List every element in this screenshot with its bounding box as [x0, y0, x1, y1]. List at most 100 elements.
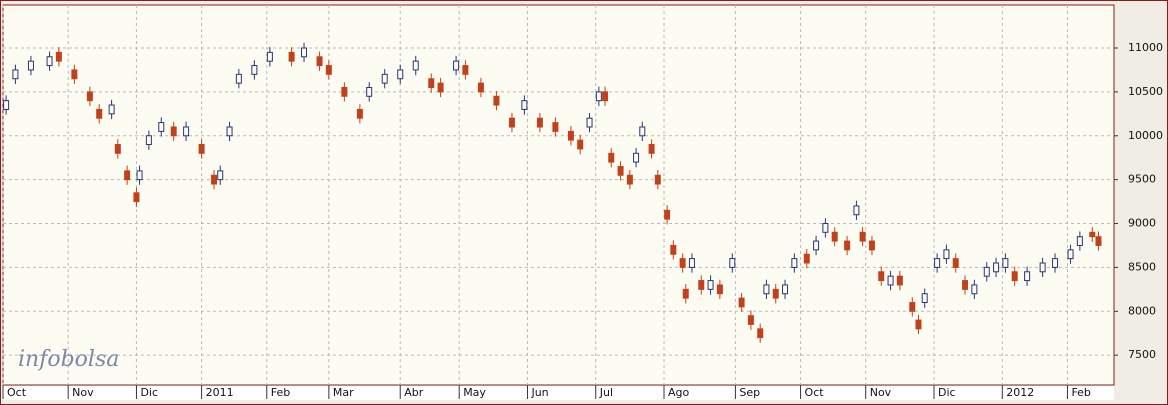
- candle-body: [183, 126, 190, 137]
- candle-body: [896, 275, 903, 286]
- candle-body: [567, 130, 574, 141]
- candle-body: [96, 108, 103, 119]
- candle-body: [325, 65, 332, 75]
- candle-body: [437, 82, 444, 93]
- candle-body: [536, 117, 543, 128]
- candle-body: [12, 69, 19, 80]
- x-axis-band: [0, 386, 1114, 400]
- candle-body: [716, 284, 723, 295]
- candle-body: [782, 284, 789, 295]
- candle-body: [844, 240, 851, 251]
- candle-body: [962, 280, 969, 290]
- x-tick-label: Oct: [805, 386, 825, 399]
- candle-body: [266, 51, 273, 62]
- candle-body: [366, 86, 373, 97]
- candle-body: [831, 231, 838, 242]
- candle-body: [921, 293, 928, 304]
- candle-body: [772, 288, 779, 299]
- candle-body: [915, 319, 922, 330]
- candle-body: [493, 95, 500, 106]
- candles: [3, 42, 1102, 343]
- y-tick-label: 7500: [1128, 348, 1156, 361]
- candle-body: [577, 139, 584, 150]
- x-tick-label: Oct: [7, 386, 27, 399]
- candle-body: [626, 174, 633, 185]
- candle-body: [1002, 258, 1009, 268]
- y-tick-label: 10500: [1128, 85, 1163, 98]
- candle-body: [198, 144, 205, 154]
- candle-body: [226, 126, 233, 137]
- candle-body: [1024, 271, 1031, 282]
- candle-body: [763, 284, 770, 295]
- candle-body: [453, 60, 460, 71]
- x-tick-label: May: [463, 386, 486, 399]
- y-tick-label: 8500: [1128, 260, 1156, 273]
- x-tick-label: Ago: [668, 386, 690, 399]
- candle-body: [654, 174, 661, 185]
- candle-body: [803, 253, 810, 264]
- candle-body: [608, 152, 615, 163]
- candle-body: [145, 135, 152, 146]
- candle-body: [909, 302, 916, 312]
- candle-body: [136, 170, 143, 181]
- candle-body: [133, 192, 140, 203]
- candle-body: [235, 73, 242, 84]
- candle-body: [993, 262, 1000, 273]
- candle-body: [868, 240, 875, 251]
- candle-body: [462, 65, 469, 75]
- y-tick-label: 9500: [1128, 173, 1156, 186]
- candle-body: [679, 258, 686, 268]
- candle-body: [477, 82, 484, 93]
- y-tick-label: 11000: [1128, 41, 1163, 54]
- candle-body: [356, 108, 363, 119]
- candle-body: [1089, 231, 1096, 238]
- candle-body: [617, 165, 624, 176]
- x-tick-label: Feb: [1071, 386, 1090, 399]
- y-tick-label: 8000: [1128, 304, 1156, 317]
- candle-body: [508, 117, 515, 128]
- candle-body: [887, 275, 894, 286]
- x-tick-label: Dic: [938, 386, 956, 399]
- candle-body: [707, 280, 714, 290]
- candle-body: [27, 60, 34, 71]
- candle-body: [301, 47, 308, 58]
- x-tick-label: Jul: [599, 386, 613, 399]
- candle-body: [983, 266, 990, 277]
- candle-body: [698, 280, 705, 290]
- watermark: infobolsa: [18, 347, 119, 372]
- candle-body: [170, 126, 177, 137]
- candle-body: [428, 78, 435, 88]
- candle-body: [639, 126, 646, 137]
- candle-body: [1052, 258, 1059, 268]
- candle-body: [108, 104, 115, 115]
- grid: [2, 5, 1118, 399]
- candle-body: [288, 51, 295, 62]
- candle-body: [412, 60, 419, 71]
- candle-body: [55, 51, 62, 62]
- candle-body: [853, 205, 860, 216]
- candle-body: [738, 297, 745, 308]
- candle-body: [341, 86, 348, 97]
- x-tick-label: 2011: [206, 386, 234, 399]
- candle-body: [381, 73, 388, 84]
- candle-body: [791, 258, 798, 268]
- labels: 7500 8000 8500 9000 9500 10000 10500 11000 Oct No…: [7, 41, 1163, 399]
- x-tick-label: 2012: [1006, 386, 1034, 399]
- candle-body: [682, 288, 689, 299]
- candle-body: [3, 100, 10, 110]
- candle-body: [822, 223, 829, 233]
- candle-body: [664, 209, 671, 220]
- x-tick-label: Jun: [530, 386, 548, 399]
- candle-body: [397, 69, 404, 80]
- candle-body: [211, 174, 218, 185]
- candle-body: [813, 240, 820, 251]
- candle-body: [1039, 262, 1046, 273]
- candle-body: [670, 244, 677, 255]
- candle-body: [602, 91, 609, 102]
- candle-body: [316, 56, 323, 67]
- candle-body: [971, 284, 978, 295]
- candle-body: [757, 328, 764, 339]
- candle-body: [124, 170, 131, 181]
- candle-body: [86, 91, 93, 102]
- candle-body: [1067, 249, 1074, 260]
